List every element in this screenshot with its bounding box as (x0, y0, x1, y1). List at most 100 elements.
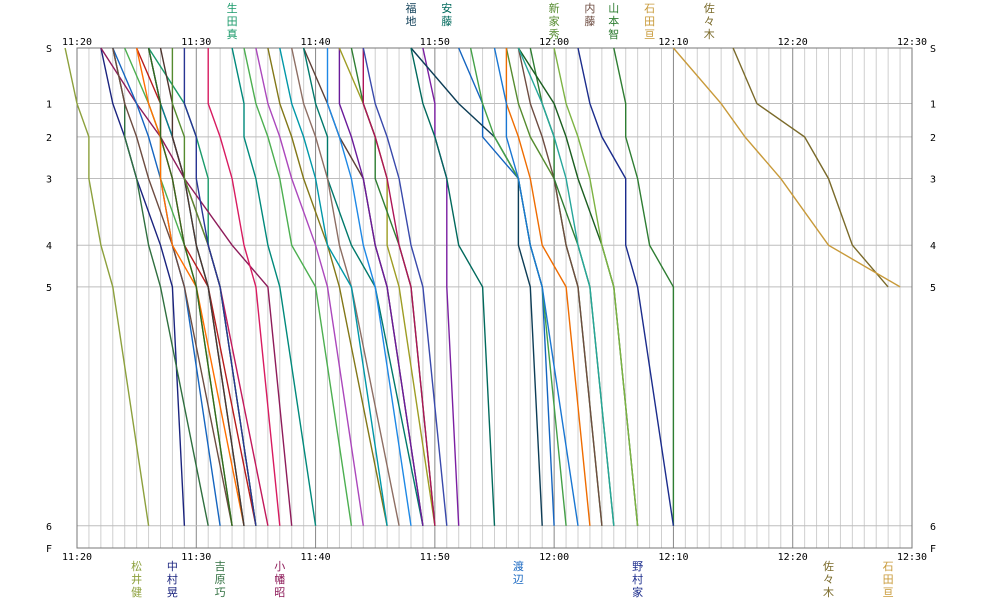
time-tick-bottom: 12:10 (658, 552, 688, 563)
series-line (553, 47, 639, 526)
runner-label: 石 (883, 560, 894, 573)
runner-label: 村 (167, 572, 178, 586)
runner-label: 田 (883, 573, 894, 586)
runner-label: 渡 (513, 559, 524, 573)
runner-label: 原 (215, 573, 226, 586)
series-line (517, 47, 615, 526)
time-tick-top: 11:20 (62, 37, 92, 48)
runner-label: 安 (441, 1, 452, 15)
runner-label: 亘 (644, 28, 655, 41)
series-line (326, 48, 412, 526)
time-tick-top: 12:20 (778, 37, 808, 48)
runner-label: 智 (608, 27, 619, 41)
series-line (279, 47, 388, 526)
series-group (64, 47, 901, 526)
station-tick-right: 4 (930, 241, 936, 252)
time-tick-top: 12:00 (539, 37, 569, 48)
series-line (362, 47, 448, 526)
series-line (410, 47, 496, 526)
runner-label: 佐 (823, 559, 834, 573)
station-tick-left: 5 (46, 283, 52, 294)
axis-labels: 11:20 11:20 11:30 11:30 11:40 11:40 11:50 11:50… (46, 37, 936, 563)
station-tick-right: S (930, 44, 936, 55)
time-tick-top: 11:30 (181, 37, 211, 48)
series-line (207, 48, 281, 526)
station-tick-right: 1 (930, 100, 936, 111)
time-tick-bottom: 11:40 (301, 552, 331, 563)
series-line (243, 47, 353, 526)
runner-label: 家 (549, 14, 560, 28)
series-line (672, 47, 901, 288)
runner-label: 石 (644, 2, 655, 15)
time-tick-bottom: 11:20 (62, 552, 92, 563)
station-tick-right: 3 (930, 175, 936, 186)
station-tick-left: 2 (46, 133, 52, 144)
series-line (493, 47, 579, 526)
runner-label: 山 (608, 2, 619, 15)
runner-label: 井 (131, 572, 142, 586)
runner-label: 藤 (441, 15, 452, 28)
station-tick-right: 5 (930, 283, 936, 294)
time-tick-bottom: 11:50 (420, 552, 450, 563)
runner-label: 晃 (167, 586, 178, 599)
runner-label: 田 (644, 15, 655, 28)
time-tick-top: 12:10 (658, 37, 688, 48)
station-tick-left: 1 (46, 100, 52, 111)
runner-label: 生 (227, 1, 238, 15)
runner-label: 新 (549, 1, 560, 15)
runner-labels: 石田亘佐々木山本智新家秀内藤福地安藤生田真松井健中村晃吉原巧小幡昭渡辺野村家佐々… (131, 1, 894, 599)
runner-label: 々 (704, 15, 715, 28)
series-line (338, 48, 424, 526)
time-tick-top: 12:30 (897, 37, 927, 48)
station-tick-left: 4 (46, 241, 52, 252)
runner-label: 木 (823, 586, 834, 599)
runner-label: 吉 (215, 560, 226, 573)
series-line (147, 47, 233, 526)
runner-label: 真 (227, 27, 238, 41)
runner-label: 村 (632, 572, 643, 586)
grid (76, 47, 913, 549)
time-tick-bottom: 11:30 (181, 552, 211, 563)
runner-label: 秀 (549, 28, 560, 41)
runner-label: 亘 (883, 586, 894, 599)
runner-label: 地 (406, 15, 417, 28)
runner-label: 藤 (584, 15, 595, 28)
series-line (267, 47, 388, 526)
station-tick-right: 6 (930, 522, 936, 533)
series-line (64, 47, 150, 526)
series-line (255, 47, 364, 526)
runner-label: 内 (584, 1, 595, 15)
runner-label: 木 (704, 28, 715, 41)
runner-label: 佐 (704, 1, 715, 15)
runner-label: 田 (227, 15, 238, 28)
runner-label: 本 (608, 14, 619, 28)
runner-label: 福 (406, 1, 417, 15)
runner-label: 家 (632, 585, 643, 599)
series-line (577, 47, 675, 526)
runner-label: 巧 (215, 586, 226, 599)
runner-label: 々 (823, 573, 834, 586)
series-line (732, 47, 889, 288)
series-line (183, 48, 257, 526)
series-line (112, 47, 233, 526)
series-line (362, 48, 436, 526)
station-tick-left: 6 (46, 522, 52, 533)
station-tick-left: 3 (46, 175, 52, 186)
runner-label: 幡 (274, 572, 285, 586)
runner-label: 野 (632, 560, 643, 573)
runner-label: 健 (131, 586, 142, 599)
time-tick-top: 11:50 (420, 37, 450, 48)
runner-label: 昭 (274, 586, 285, 599)
station-tick-left: F (46, 544, 52, 555)
series-line (613, 47, 675, 526)
runner-label: 辺 (513, 573, 524, 586)
series-line (231, 47, 317, 526)
station-tick-right: F (930, 544, 936, 555)
runner-label: 小 (274, 560, 285, 573)
runner-label: 中 (167, 560, 178, 573)
runner-label: 松 (131, 559, 142, 573)
time-tick-bottom: 12:20 (778, 552, 808, 563)
time-tick-bottom: 12:00 (539, 552, 569, 563)
station-tick-left: S (46, 44, 52, 55)
